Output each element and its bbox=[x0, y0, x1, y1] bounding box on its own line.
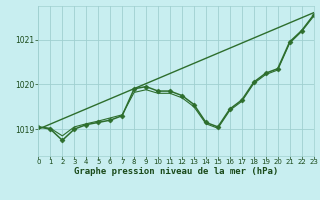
X-axis label: Graphe pression niveau de la mer (hPa): Graphe pression niveau de la mer (hPa) bbox=[74, 167, 278, 176]
